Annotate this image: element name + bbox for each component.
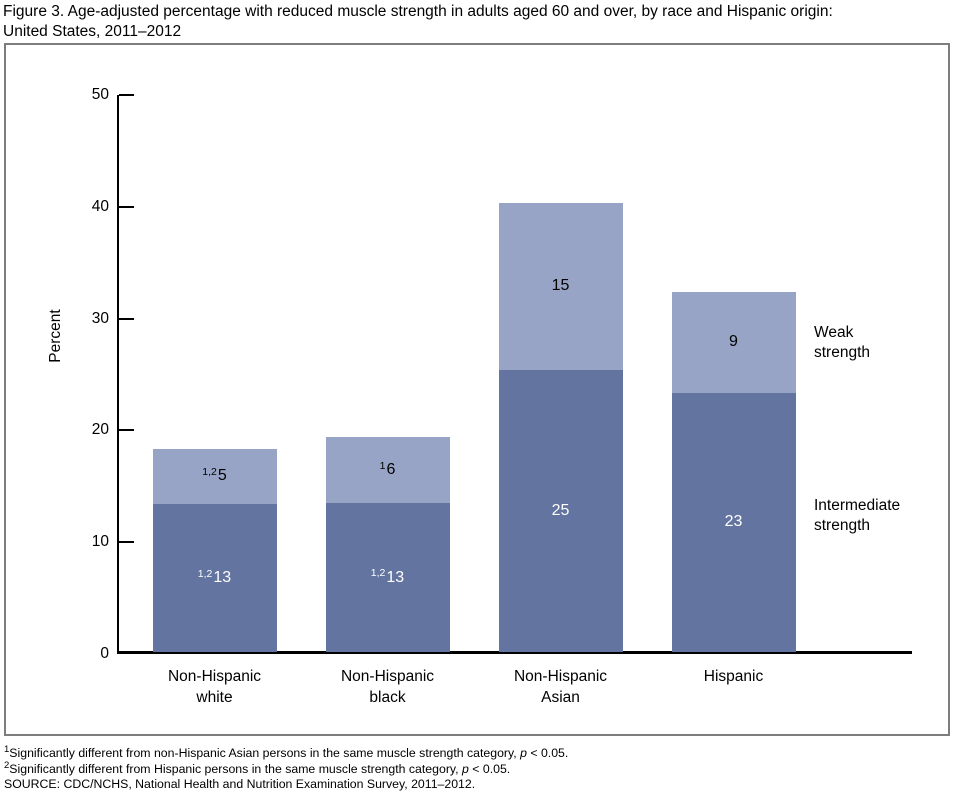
- category-label-line: Non-Hispanic: [167, 668, 262, 685]
- x-axis-line: [117, 651, 912, 654]
- bar-hispanic-weak-strength: 9: [671, 292, 796, 393]
- category-label-line: black: [369, 689, 406, 706]
- footnote-italic-p: p: [462, 761, 469, 776]
- series-label-intermediate-strength: Intermediate strength: [814, 496, 934, 536]
- category-label-line: Non-Hispanic: [340, 668, 435, 685]
- value-text: 15: [551, 277, 570, 295]
- y-tick-label-40: 40: [91, 197, 109, 215]
- footnote-superscript: 2: [4, 759, 10, 771]
- footnote-text: SOURCE: CDC/NCHS, National Health and Nu…: [4, 777, 476, 791]
- y-tick-label-50: 50: [91, 86, 109, 103]
- value-text: 6: [386, 461, 396, 479]
- footnote-text: < 0.05.: [468, 761, 511, 776]
- bar-hispanic-intermediate-strength: 23: [671, 392, 796, 652]
- category-label-non-hispanic-asian: Non-Hispanic Asian: [475, 666, 647, 708]
- value-text: 9: [729, 333, 738, 351]
- y-tick-label-30: 30: [91, 309, 109, 327]
- bar-value-hispanic-weak-strength: 9: [672, 292, 796, 393]
- footnote-marker: 1,2: [197, 567, 213, 580]
- footnote-superscript: 1: [4, 743, 10, 755]
- bar-non-hispanic-asian-weak-strength: 15: [498, 202, 623, 371]
- category-label-non-hispanic-black: Non-Hispanic black: [302, 666, 474, 708]
- category-label-line: Asian: [541, 689, 580, 706]
- chart-panel: Percent Weak strength Intermediate stren…: [4, 43, 950, 736]
- y-tick-label-20: 20: [91, 421, 109, 439]
- y-tick-20: [119, 429, 134, 432]
- figure-title-line-2: United States, 2011–2012: [3, 23, 182, 40]
- footnote-text: < 0.05.: [526, 746, 569, 760]
- y-tick-label-10: 10: [91, 533, 109, 551]
- value-text: 13: [213, 569, 232, 587]
- value-text: 25: [551, 502, 570, 520]
- bar-value-non-hispanic-white-intermediate-strength: 1,2 13: [153, 504, 277, 652]
- footnote-italic-p: p: [520, 746, 527, 760]
- bar-value-non-hispanic-asian-weak-strength: 15: [499, 203, 623, 371]
- y-tick-50: [119, 94, 134, 96]
- bar-value-hispanic-intermediate-strength: 23: [672, 393, 796, 652]
- bar-non-hispanic-white-weak-strength: 1,2 5: [152, 448, 277, 505]
- figure-title: Figure 3. Age-adjusted percentage with r…: [3, 2, 955, 42]
- footnote-text: Significantly different from non-Hispani…: [9, 746, 521, 760]
- footnote-text: Significantly different from Hispanic pe…: [9, 761, 462, 776]
- bar-non-hispanic-white-intermediate-strength: 1,2 13: [152, 504, 277, 652]
- series-label-line: strength: [814, 344, 871, 361]
- footnote-marker: 1,2: [202, 465, 217, 478]
- series-label-line: strength: [814, 517, 871, 534]
- value-text: 13: [386, 568, 405, 586]
- y-tick-10: [119, 541, 134, 544]
- bar-non-hispanic-black-intermediate-strength: 1,2 13: [325, 503, 450, 652]
- footnote-2: 2Significantly different from Hispanic p…: [4, 759, 568, 778]
- footnote-marker: 1: [379, 459, 386, 472]
- series-label-line: Weak: [814, 324, 854, 341]
- footnote-marker: 1,2: [370, 567, 386, 580]
- series-label-weak-strength: Weak strength: [814, 323, 934, 363]
- value-text: 5: [217, 467, 227, 485]
- footnote-source: SOURCE: CDC/NCHS, National Health and Nu…: [4, 777, 568, 793]
- footnote-1: 1Significantly different from non-Hispan…: [4, 743, 569, 762]
- bar-value-non-hispanic-asian-intermediate-strength: 25: [499, 370, 623, 652]
- y-tick-30: [119, 317, 134, 320]
- category-label-line: white: [196, 689, 233, 706]
- category-label-non-hispanic-white: Non-Hispanic white: [129, 666, 301, 708]
- bar-value-non-hispanic-white-weak-strength: 1,2 5: [153, 449, 277, 505]
- footnotes: 1Significantly different from non-Hispan…: [4, 743, 569, 793]
- y-tick-label-0: 0: [100, 645, 109, 662]
- figure-title-line-1: Figure 3. Age-adjusted percentage with r…: [3, 3, 833, 20]
- y-axis-line: [117, 95, 119, 654]
- category-label-line: Non-Hispanic: [513, 668, 608, 685]
- y-tick-40: [119, 205, 134, 208]
- bar-value-non-hispanic-black-intermediate-strength: 1,2 13: [326, 503, 450, 652]
- series-label-line: Intermediate: [814, 497, 901, 514]
- category-label-hispanic: Hispanic: [648, 666, 820, 687]
- bar-non-hispanic-asian-intermediate-strength: 25: [498, 370, 623, 652]
- category-label-line: Hispanic: [703, 668, 764, 685]
- plot-area: Weak strength Intermediate strength 0 10 2…: [92, 86, 912, 706]
- value-text: 23: [724, 513, 743, 531]
